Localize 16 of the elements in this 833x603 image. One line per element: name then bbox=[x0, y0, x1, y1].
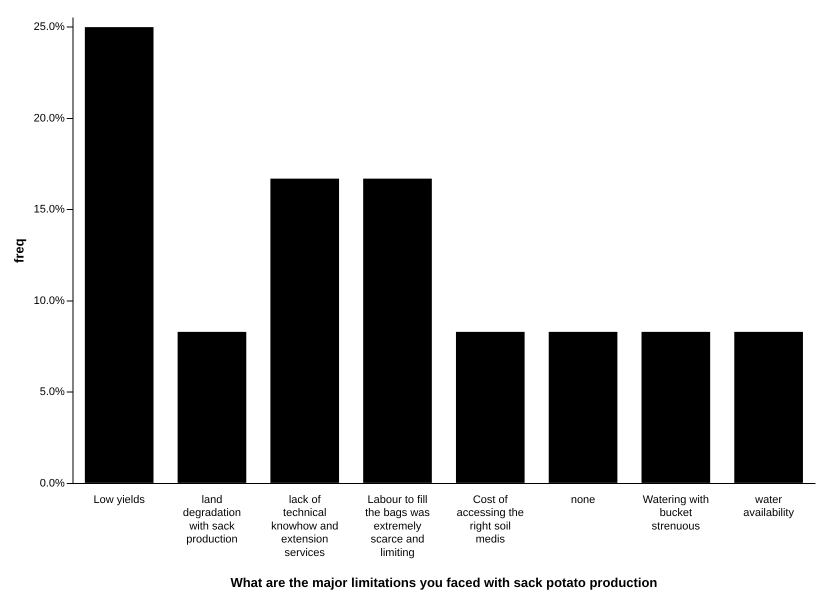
y-tick-label: 25.0% bbox=[34, 21, 65, 34]
y-tick-label: 20.0% bbox=[34, 112, 65, 124]
x-tick-label: lack of technical knowhow and extension services bbox=[271, 494, 338, 559]
x-tick-label: water availability bbox=[743, 494, 794, 520]
x-tick-label: Low yields bbox=[94, 494, 146, 506]
y-tick-label: 0.0% bbox=[40, 477, 66, 490]
x-tick-label: Watering with bucket strenuous bbox=[642, 494, 709, 532]
x-tick-label: Labour to fill the bags was extremely scarce and limiting bbox=[365, 494, 430, 559]
x-tick-label: land degradation with sack production bbox=[182, 494, 242, 546]
y-tick-label: 15.0% bbox=[34, 204, 65, 216]
y-tick-label: 5.0% bbox=[40, 386, 66, 398]
y-axis-title: freq bbox=[11, 238, 26, 263]
x-tick-label: none bbox=[570, 494, 596, 506]
x-axis-title: What are the major limitations you faced with sack potato production bbox=[230, 574, 658, 590]
x-tick-label: Cost of accessing the right soil medis bbox=[456, 494, 524, 546]
y-tick-label: 10.0% bbox=[34, 294, 65, 307]
